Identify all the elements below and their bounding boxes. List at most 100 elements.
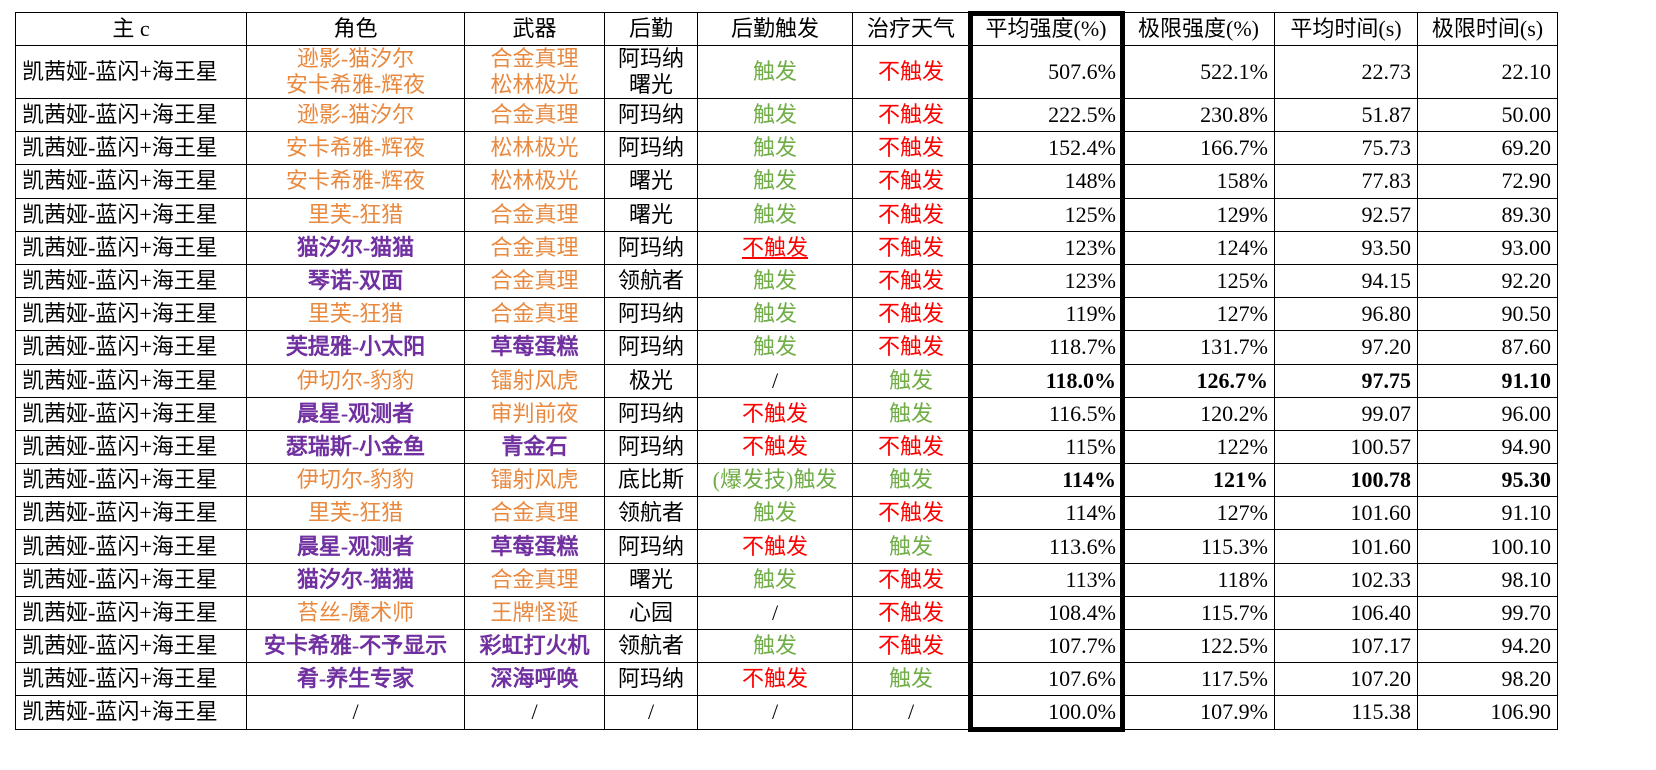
- cell-text: 不触发: [877, 566, 944, 592]
- logistics-trigger-cell: /: [697, 363, 853, 398]
- heal-weather-cell: 不触发: [852, 197, 970, 232]
- cell-line: 琴诺-双面: [307, 268, 404, 294]
- cell-text: 115%: [1065, 433, 1116, 459]
- cell-text: 触发: [888, 467, 933, 493]
- cell-text: 126.7%: [1196, 367, 1269, 393]
- max-strength-cell: 522.1%: [1122, 45, 1275, 99]
- avg-strength-cell: 113.6%: [969, 529, 1123, 564]
- table-row: 凯茜娅-蓝闪+海王星 / / / / / 100.0% 107.9% 115.38 106.90: [15, 695, 1558, 730]
- main-c-cell: 凯茜娅-蓝闪+海王星: [15, 363, 247, 398]
- cell-text: 不触发: [877, 268, 944, 294]
- logistics-cell: 阿玛纳: [604, 396, 698, 431]
- weapon-cell: 镭射风虎: [464, 363, 605, 398]
- heal-weather-cell: 不触发: [852, 429, 970, 465]
- weapon-cell: 合金真理: [464, 562, 605, 597]
- avg-strength-cell: 108.4%: [969, 595, 1123, 631]
- logistics-cell: 阿玛纳: [604, 662, 698, 697]
- cell-text: 94.90: [1501, 433, 1552, 459]
- avg-strength-cell: 123%: [969, 230, 1123, 265]
- avg-time-cell: 75.73: [1274, 131, 1418, 166]
- main-c-cell: 凯茜娅-蓝闪+海王星: [15, 529, 247, 564]
- cell-text: 114%: [1062, 467, 1116, 493]
- cell-text: 230.8%: [1200, 102, 1268, 128]
- cell-text: 118%: [1217, 566, 1268, 592]
- heal-weather-cell: 触发: [852, 463, 970, 498]
- cell-text: 凯茜娅-蓝闪+海王星: [22, 400, 218, 426]
- cell-line: 里芙-狂猎: [307, 301, 404, 327]
- cell-text: 98.20: [1501, 666, 1552, 692]
- header-main: 主 c: [15, 12, 247, 46]
- cell-text: 116.5%: [1048, 400, 1116, 426]
- cell-text: 107.7%: [1048, 633, 1116, 659]
- logistics-trigger-cell: 触发: [697, 263, 853, 299]
- heal-weather-cell: 不触发: [852, 496, 970, 531]
- cell-line: 曙光: [628, 72, 673, 97]
- cell-line: 阿玛纳: [617, 666, 684, 692]
- avg-strength-cell: 119%: [969, 297, 1123, 332]
- cell-text: 触发: [752, 334, 797, 360]
- max-strength-cell: 122%: [1122, 429, 1275, 465]
- cell-text: 115.7%: [1200, 599, 1268, 625]
- cell-text: 触发: [888, 367, 933, 393]
- logistics-trigger-cell: 触发: [697, 297, 853, 332]
- cell-text: 72.90: [1501, 168, 1552, 194]
- cell-text: 90.50: [1501, 301, 1552, 327]
- role-cell: 安卡希雅-辉夜: [246, 164, 465, 199]
- cell-line: 曙光: [628, 201, 673, 227]
- cell-text: 148%: [1064, 168, 1116, 194]
- cell-text: 凯茜娅-蓝闪+海王星: [22, 334, 218, 360]
- cell-text: 77.83: [1361, 168, 1412, 194]
- cell-text: 触发: [752, 102, 797, 128]
- table-row: 凯茜娅-蓝闪+海王星 里芙-狂猎 合金真理 曙光 触发 不触发 125% 129% 92.57 8…: [15, 197, 1558, 232]
- cell-text: 122.5%: [1200, 633, 1268, 659]
- cell-text: 115.38: [1351, 699, 1411, 725]
- role-cell: 逊影-猫汐尔 安卡希雅-辉夜: [246, 45, 465, 99]
- cell-text: 100.10: [1490, 533, 1552, 559]
- role-cell: 里芙-狂猎: [246, 197, 465, 232]
- logistics-cell: /: [604, 695, 698, 730]
- cell-text: 不触发: [741, 234, 808, 260]
- heal-weather-cell: 不触发: [852, 562, 970, 597]
- cell-line: 青金石: [501, 433, 568, 459]
- header-avg-time: 平均时间(s): [1274, 12, 1418, 46]
- avg-strength-cell: 148%: [969, 164, 1123, 199]
- cell-text: 触发: [752, 301, 797, 327]
- role-cell: /: [246, 695, 465, 730]
- cell-text: 113.6%: [1048, 533, 1116, 559]
- cell-text: 触发: [752, 566, 797, 592]
- heal-weather-cell: 不触发: [852, 628, 970, 664]
- avg-time-cell: 22.73: [1274, 45, 1418, 99]
- logistics-trigger-cell: /: [697, 695, 853, 730]
- cell-text: 93.00: [1501, 234, 1552, 260]
- avg-time-cell: 106.40: [1274, 595, 1418, 631]
- avg-time-cell: 101.60: [1274, 496, 1418, 531]
- role-cell: 安卡希雅-辉夜: [246, 131, 465, 166]
- cell-line: 芙提雅-小太阳: [285, 334, 426, 360]
- avg-time-cell: 107.17: [1274, 628, 1418, 664]
- cell-text: 凯茜娅-蓝闪+海王星: [22, 59, 218, 84]
- cell-line: /: [647, 699, 655, 725]
- weapon-cell: 合金真理: [464, 230, 605, 265]
- cell-line: 里芙-狂猎: [307, 201, 404, 227]
- max-strength-cell: 107.9%: [1122, 695, 1275, 730]
- max-time-cell: 87.60: [1417, 330, 1558, 365]
- main-c-cell: 凯茜娅-蓝闪+海王星: [15, 330, 247, 365]
- header-logistics-trigger: 后勤触发: [697, 12, 853, 46]
- main-c-cell: 凯茜娅-蓝闪+海王星: [15, 429, 247, 465]
- avg-time-cell: 102.33: [1274, 562, 1418, 597]
- header-avg-strength: 平均强度(%): [969, 12, 1123, 46]
- cell-line: 审判前夜: [490, 400, 579, 426]
- max-time-cell: 98.20: [1417, 662, 1558, 697]
- cell-line: 晨星-观测者: [296, 400, 415, 426]
- cell-line: 肴-养生专家: [296, 666, 415, 692]
- cell-text: 触发: [888, 533, 933, 559]
- cell-text: 94.15: [1361, 268, 1412, 294]
- logistics-trigger-cell: 不触发: [697, 429, 853, 465]
- cell-text: 凯茜娅-蓝闪+海王星: [22, 666, 218, 692]
- cell-text: 121%: [1213, 467, 1268, 493]
- logistics-trigger-cell: (爆发技)触发: [697, 463, 853, 498]
- cell-line: 草莓蛋糕: [490, 533, 579, 559]
- cell-line: 瑟瑞斯-小金鱼: [285, 433, 426, 459]
- cell-text: 119%: [1065, 301, 1116, 327]
- role-cell: 肴-养生专家: [246, 662, 465, 697]
